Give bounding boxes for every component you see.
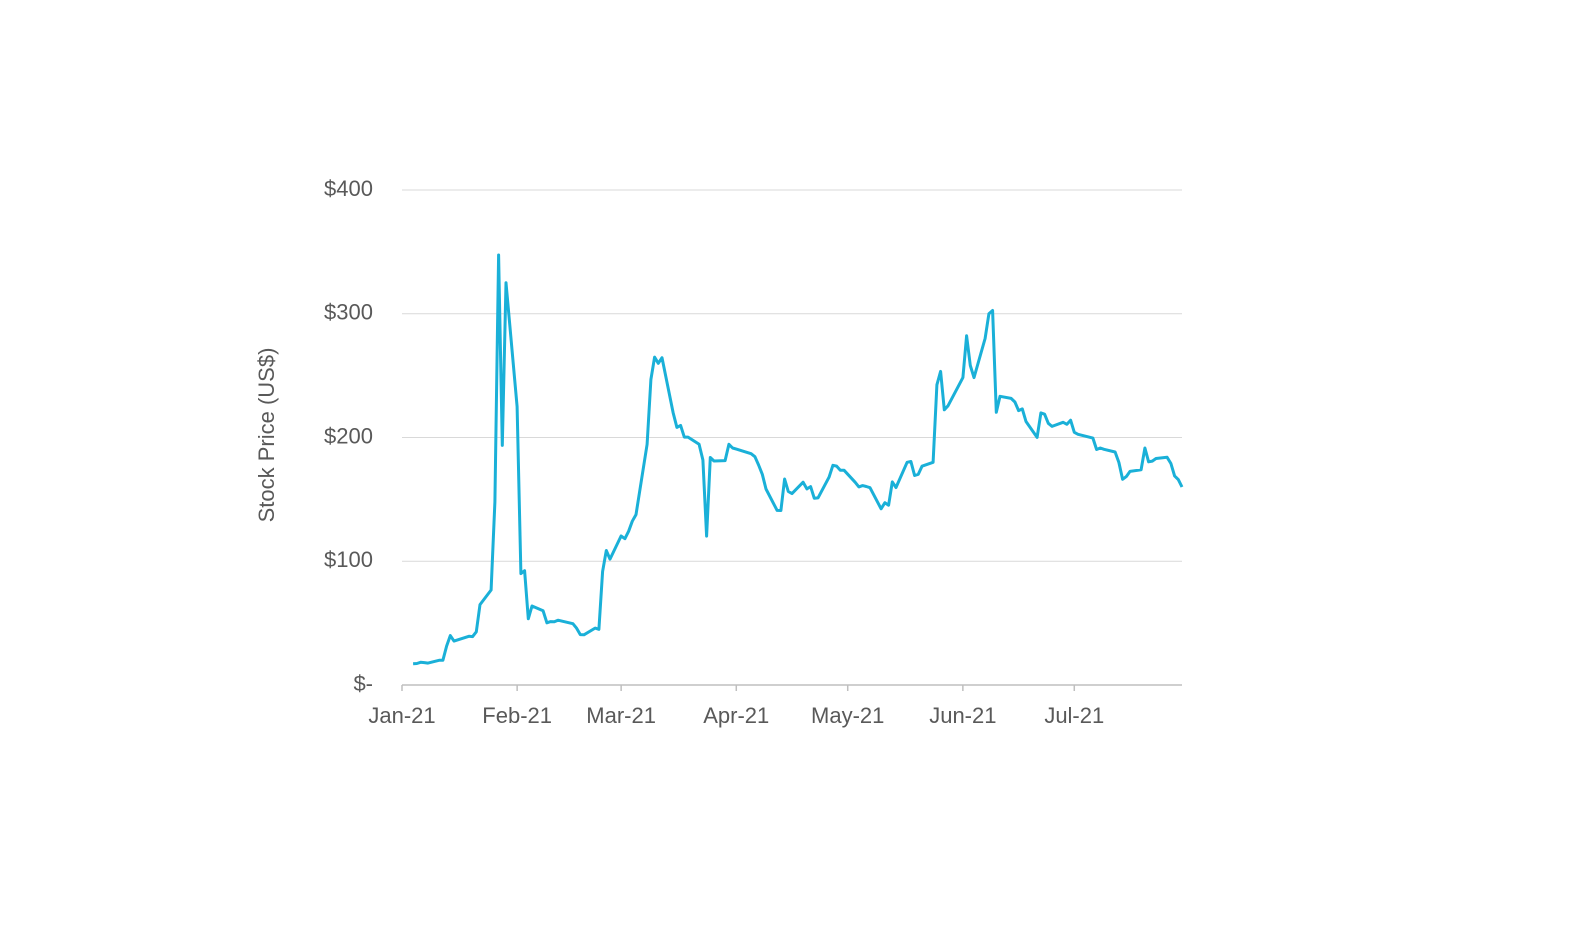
y-tick-label: $- xyxy=(353,671,373,696)
x-tick-label: Jul-21 xyxy=(1044,703,1104,728)
price-line xyxy=(413,253,1184,666)
x-tick-label: Apr-21 xyxy=(703,703,769,728)
y-tick-label: $300 xyxy=(324,300,373,325)
x-tick-label: May-21 xyxy=(811,703,884,728)
x-tick-label: Jan-21 xyxy=(368,703,435,728)
x-tick-label: Jun-21 xyxy=(929,703,996,728)
y-tick-label: $400 xyxy=(324,176,373,201)
x-tick-label: Feb-21 xyxy=(482,703,552,728)
y-tick-label: $200 xyxy=(324,423,373,448)
y-axis-label: Stock Price (US$) xyxy=(254,348,279,523)
x-tick-label: Mar-21 xyxy=(586,703,656,728)
y-tick-label: $100 xyxy=(324,547,373,572)
